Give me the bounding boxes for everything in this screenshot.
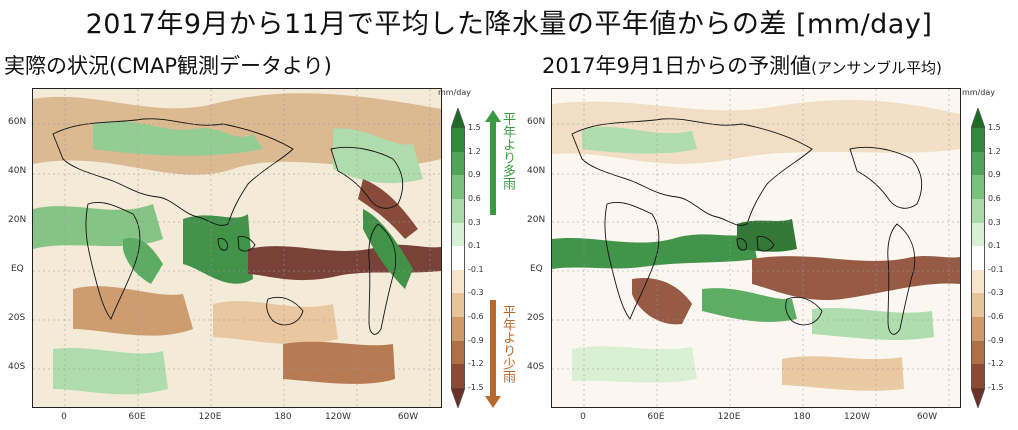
colorbar-segment	[451, 364, 465, 388]
colorbar-segment	[971, 246, 985, 270]
left-lat-tick: 20N	[8, 215, 27, 225]
colorbar-top-triangle	[451, 108, 465, 128]
colorbar-bottom-triangle	[451, 388, 465, 408]
colorbar-tick-label: 0.9	[468, 170, 481, 180]
right-lon-tick: 120E	[717, 412, 741, 422]
colorbar-tick-label: 1.5	[468, 123, 481, 132]
dry-arrow	[484, 300, 502, 408]
page-title: 2017年9月から11月で平均した降水量の平年値からの差 [mm/day]	[85, 9, 933, 40]
colorbar-segment	[971, 340, 985, 365]
right-lat-tick: 20N	[527, 215, 546, 225]
colorbar-top-triangle	[971, 108, 985, 128]
colorbar-tick-label: -1.2	[988, 359, 1004, 369]
colorbar-tick-label: 0.9	[988, 170, 1001, 180]
colorbar-segment	[971, 317, 985, 341]
left-lat-tick: 20S	[8, 313, 26, 323]
colorbar-tick-label: -0.3	[468, 288, 484, 298]
colorbar-segment	[451, 246, 465, 270]
colorbar-segment	[451, 175, 465, 199]
left-lon-tick: 120W	[324, 412, 352, 422]
colorbar-segment	[451, 293, 465, 318]
colorbar-tick-label: 0.1	[468, 241, 481, 251]
colorbar-tick-label: 0.6	[468, 193, 481, 203]
right-lat-tick: 20S	[527, 313, 545, 323]
colorbar-segment	[451, 317, 465, 341]
left-lat-tick: 40N	[8, 166, 27, 176]
colorbar-segment	[971, 269, 985, 294]
right-colorbar: 1.5 1.2 0.9 0.6 0.3 0.1 -0.1 -0.3 -0.6 -0.9 -1.2 -1…	[971, 108, 1004, 408]
colorbar-tick-label: -1.5	[468, 383, 484, 392]
observed-anomaly-map	[32, 88, 442, 408]
colorbar-tick-label: 1.2	[988, 146, 1001, 156]
right-lon-tick: 120W	[843, 412, 871, 422]
wet-arrow	[484, 110, 502, 215]
left-colorbar-unit: mm/day	[438, 88, 471, 97]
right-lon-tick: 60W	[916, 412, 938, 422]
right-lat-tick: 40S	[527, 362, 545, 372]
left-lon-tick: 0	[61, 412, 67, 422]
left-lon-tick: 60E	[128, 412, 146, 422]
right-lat-tick: 60N	[527, 117, 546, 127]
colorbar-segment	[971, 151, 985, 176]
left-colorbar: 1.5 1.2 0.9 0.6 0.3 0.1 -0.1 -0.3 -0.6 -0.9 -1.2 -1…	[451, 108, 484, 408]
forecast-map-svg	[552, 89, 960, 407]
left-lat-tick: 40S	[8, 362, 26, 372]
colorbar-tick-label: 0.6	[988, 193, 1001, 203]
colorbar-tick-label: -0.6	[468, 312, 484, 322]
colorbar-segment	[971, 128, 985, 152]
colorbar-tick-label: 0.3	[988, 217, 1001, 227]
colorbar-bottom-triangle	[971, 388, 985, 408]
colorbar-segment	[451, 222, 465, 247]
dry-label: 平年より少雨	[500, 305, 515, 383]
colorbar-tick-label: -0.6	[988, 312, 1004, 322]
colorbar-tick-label: -0.1	[988, 264, 1004, 274]
colorbar-tick-label: 1.5	[988, 123, 1001, 132]
right-lon-tick: 0	[580, 412, 586, 422]
colorbar-segment	[451, 269, 465, 294]
left-lat-tick: EQ	[11, 264, 24, 274]
right-subtitle-main: 2017年9月1日からの予測値	[542, 54, 812, 78]
colorbar-tick-label: -0.1	[468, 264, 484, 274]
colorbar-tick-label: 0.3	[468, 217, 481, 227]
left-lon-tick: 120E	[198, 412, 222, 422]
colorbar-tick-label: -0.9	[468, 335, 484, 345]
colorbar-segment	[971, 293, 985, 318]
colorbar-segment	[451, 128, 465, 152]
left-lon-tick: 60W	[397, 412, 419, 422]
colorbar-segment	[971, 198, 985, 223]
colorbar-segment	[971, 175, 985, 199]
right-lon-tick: 180	[793, 412, 811, 422]
colorbar-segment	[971, 222, 985, 247]
colorbar-segment	[451, 151, 465, 176]
right-map-subtitle: 2017年9月1日からの予測値(アンサンブル平均)	[542, 50, 942, 80]
right-subtitle-note: (アンサンブル平均)	[811, 59, 942, 77]
observed-map-svg	[33, 89, 441, 407]
right-lon-tick: 60E	[647, 412, 665, 422]
forecast-anomaly-map	[551, 88, 961, 408]
left-map-subtitle: 実際の状況(CMAP観測データより)	[4, 54, 332, 78]
colorbar-tick-label: 0.1	[988, 241, 1001, 251]
right-lat-tick: 40N	[527, 166, 546, 176]
left-lon-tick: 180	[274, 412, 292, 422]
colorbar-tick-label: 1.2	[468, 146, 481, 156]
colorbar-segment	[971, 364, 985, 388]
colorbar-tick-label: -1.5	[988, 383, 1004, 392]
right-lat-tick: EQ	[530, 264, 543, 274]
colorbar-segment	[451, 340, 465, 365]
colorbar-tick-label: -0.3	[988, 288, 1004, 298]
right-colorbar-unit: mm/day	[962, 88, 995, 97]
colorbar-tick-label: -0.9	[988, 335, 1004, 345]
left-lat-tick: 60N	[8, 117, 27, 127]
colorbar-segment	[451, 198, 465, 223]
colorbar-tick-label: -1.2	[468, 359, 484, 369]
wet-label: 平年より多雨	[500, 112, 515, 190]
